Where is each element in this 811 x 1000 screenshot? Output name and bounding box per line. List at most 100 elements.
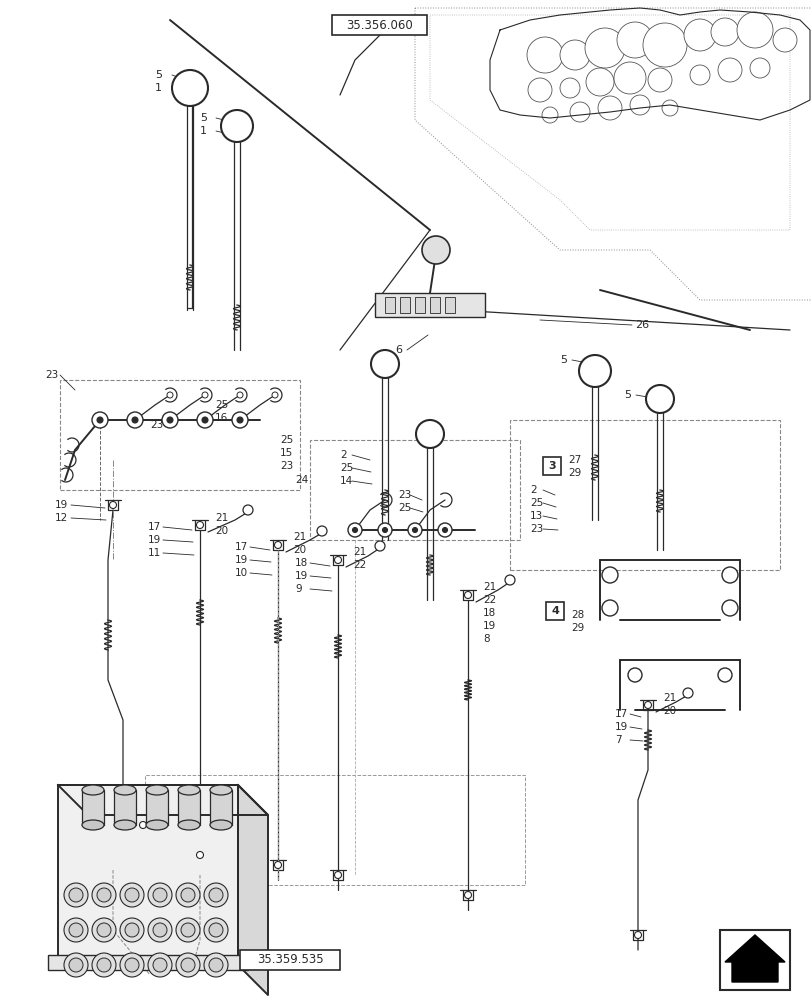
Circle shape <box>682 688 692 698</box>
Circle shape <box>204 883 228 907</box>
Bar <box>384 297 394 313</box>
Text: 23: 23 <box>280 461 293 471</box>
Ellipse shape <box>210 785 232 795</box>
Circle shape <box>197 412 212 428</box>
Circle shape <box>208 958 223 972</box>
Text: 17: 17 <box>148 522 161 532</box>
Circle shape <box>208 888 223 902</box>
Circle shape <box>120 953 144 977</box>
Circle shape <box>176 918 200 942</box>
Bar <box>146 790 168 825</box>
Circle shape <box>162 412 178 428</box>
Polygon shape <box>58 785 268 815</box>
Circle shape <box>148 953 172 977</box>
Text: 22: 22 <box>353 560 366 570</box>
Text: 2: 2 <box>340 450 346 460</box>
Circle shape <box>167 417 173 423</box>
Ellipse shape <box>82 785 104 795</box>
Circle shape <box>442 528 447 532</box>
Circle shape <box>560 78 579 98</box>
Text: 21: 21 <box>483 582 496 592</box>
Circle shape <box>97 888 111 902</box>
Text: 23: 23 <box>150 420 163 430</box>
Circle shape <box>148 883 172 907</box>
Ellipse shape <box>114 820 135 830</box>
Circle shape <box>378 523 392 537</box>
Circle shape <box>601 600 617 616</box>
Bar <box>719 930 789 990</box>
Circle shape <box>69 923 83 937</box>
Circle shape <box>272 392 277 398</box>
Bar <box>82 790 104 825</box>
Text: 19: 19 <box>148 535 161 545</box>
Circle shape <box>64 918 88 942</box>
Text: 15: 15 <box>280 448 293 458</box>
Circle shape <box>464 591 471 598</box>
Bar <box>210 790 232 825</box>
Circle shape <box>109 502 116 508</box>
Text: 20: 20 <box>663 706 676 716</box>
Ellipse shape <box>210 820 232 830</box>
Bar <box>400 297 410 313</box>
Bar <box>414 297 424 313</box>
Circle shape <box>120 883 144 907</box>
Circle shape <box>64 883 88 907</box>
Circle shape <box>64 953 88 977</box>
Bar <box>60 380 299 490</box>
Circle shape <box>204 918 228 942</box>
Circle shape <box>176 883 200 907</box>
Circle shape <box>181 888 195 902</box>
Circle shape <box>717 58 741 82</box>
Circle shape <box>437 523 452 537</box>
Bar <box>178 790 200 825</box>
Circle shape <box>560 40 590 70</box>
Text: 23: 23 <box>397 490 410 500</box>
Bar <box>375 293 484 317</box>
Circle shape <box>316 526 327 536</box>
Circle shape <box>334 871 341 878</box>
Bar <box>145 775 525 885</box>
Text: 11: 11 <box>148 548 161 558</box>
Text: 5: 5 <box>560 355 566 365</box>
Text: 19: 19 <box>614 722 628 732</box>
Ellipse shape <box>146 785 168 795</box>
Text: 29: 29 <box>570 623 584 633</box>
Text: 20: 20 <box>215 526 228 536</box>
Circle shape <box>148 918 172 942</box>
Circle shape <box>683 19 715 51</box>
Circle shape <box>92 412 108 428</box>
Bar <box>430 297 440 313</box>
Ellipse shape <box>82 820 104 830</box>
Circle shape <box>569 102 590 122</box>
Bar <box>444 297 454 313</box>
Circle shape <box>749 58 769 78</box>
Polygon shape <box>238 785 268 995</box>
Circle shape <box>152 888 167 902</box>
Text: 19: 19 <box>483 621 496 631</box>
Text: 9: 9 <box>294 584 301 594</box>
Circle shape <box>242 505 253 515</box>
Text: 4: 4 <box>551 606 558 616</box>
Text: 20: 20 <box>293 545 306 555</box>
Bar <box>310 440 519 540</box>
Text: 19: 19 <box>55 500 68 510</box>
Text: 6: 6 <box>394 345 401 355</box>
Ellipse shape <box>114 785 135 795</box>
Circle shape <box>167 392 173 398</box>
Circle shape <box>237 392 242 398</box>
Text: 21: 21 <box>215 513 228 523</box>
Circle shape <box>348 523 362 537</box>
Circle shape <box>721 567 737 583</box>
Circle shape <box>689 65 709 85</box>
Circle shape <box>772 28 796 52</box>
Circle shape <box>584 28 624 68</box>
Circle shape <box>375 541 384 551</box>
Text: 22: 22 <box>483 595 496 605</box>
Bar <box>114 790 135 825</box>
Text: 26: 26 <box>634 320 648 330</box>
Circle shape <box>132 417 138 423</box>
Circle shape <box>208 923 223 937</box>
Circle shape <box>464 892 471 898</box>
Circle shape <box>274 861 281 868</box>
Bar <box>48 955 247 970</box>
